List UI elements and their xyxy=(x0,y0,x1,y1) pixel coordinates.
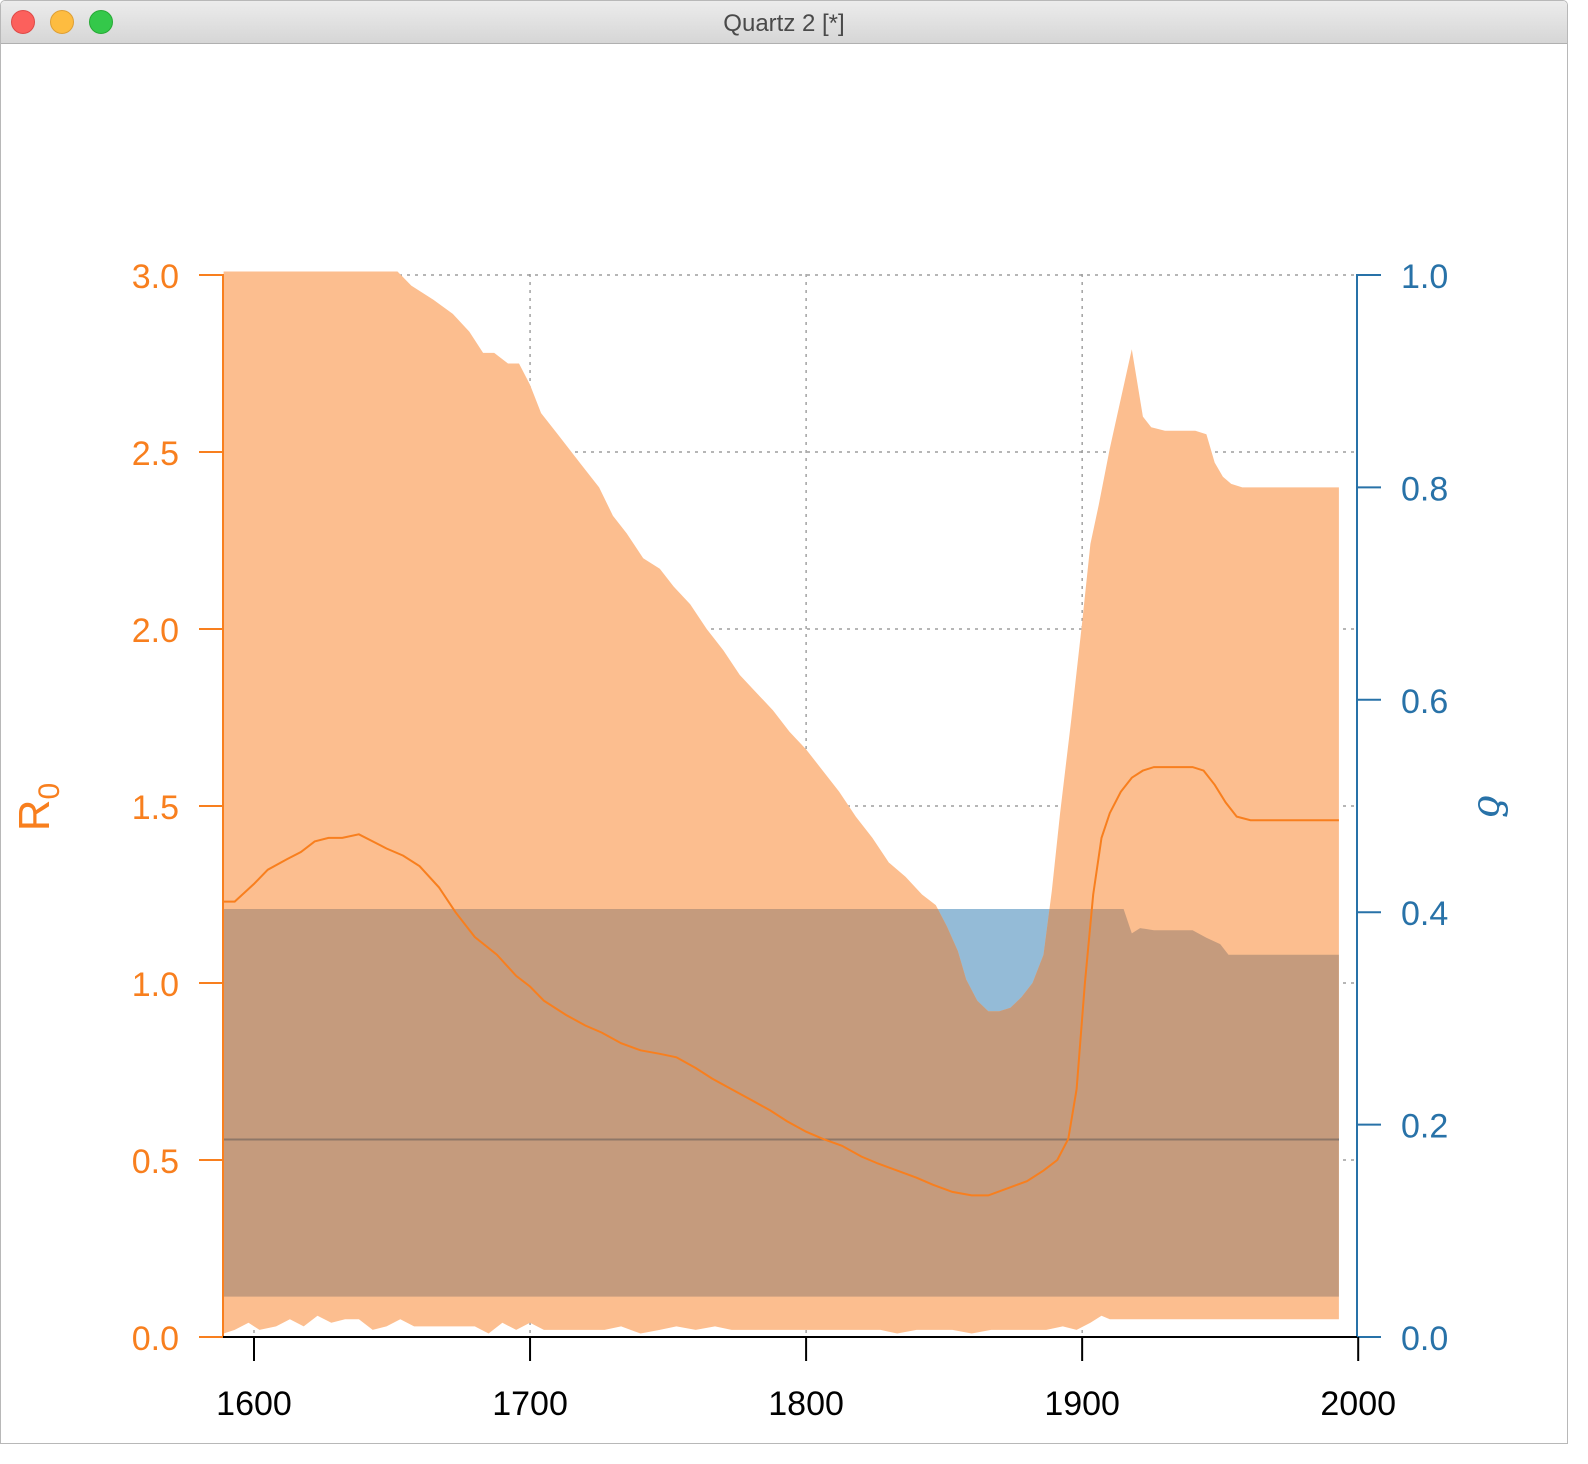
y2-tick-label: 1.0 xyxy=(1401,258,1448,296)
x-tick-label: 1800 xyxy=(768,1385,844,1423)
r0-line xyxy=(223,766,1339,1197)
confidence-bands xyxy=(223,271,1339,1334)
close-window-button[interactable] xyxy=(11,10,35,34)
y-tick-label: 2.5 xyxy=(132,435,179,473)
y-tick-label: 0.5 xyxy=(132,1143,179,1181)
y2-tick-label: 0.2 xyxy=(1401,1108,1448,1146)
x-tick-label: 2000 xyxy=(1320,1385,1396,1423)
series-lines xyxy=(223,766,1339,1197)
minimize-window-button[interactable] xyxy=(50,10,74,34)
y2-tick-label: 0.8 xyxy=(1401,470,1448,508)
band-overlap xyxy=(223,909,1339,1297)
y-tick-label: 3.0 xyxy=(132,258,179,296)
y2-tick-label: 0.6 xyxy=(1401,683,1448,721)
plot-canvas: 0.0 0.5 1.0 1.5 2.0 2.5 3.0 0.0 0.2 0.4 0.6 0.8 1.0 1… xyxy=(10,258,1514,1423)
quartz-window: Quartz 2 [*] 0.0 0.5 1.0 1.5 2.0 2.5 3.0 0.0 0.2… xyxy=(0,0,1568,1444)
window-title: Quartz 2 [*] xyxy=(723,10,845,37)
title-bar: Quartz 2 [*] xyxy=(1,1,1567,44)
y-tick-label: 1.5 xyxy=(132,789,179,827)
y-axis-label-subscript: 0 xyxy=(33,783,66,800)
y-axis-label-main: R xyxy=(10,799,59,831)
zoom-window-button[interactable] xyxy=(89,10,113,34)
y2-axis-label: δ xyxy=(1470,796,1514,819)
y-tick-label: 1.0 xyxy=(132,966,179,1004)
y-tick-label: 0.0 xyxy=(132,1320,179,1358)
y2-tick-label: 0.0 xyxy=(1401,1320,1448,1358)
y-axis-label: R0 xyxy=(10,783,66,831)
x-tick-label: 1600 xyxy=(216,1385,292,1423)
x-tick-label: 1700 xyxy=(492,1385,568,1423)
y-tick-label: 2.0 xyxy=(132,612,179,650)
x-tick-label: 1900 xyxy=(1044,1385,1120,1423)
y2-tick-label: 0.4 xyxy=(1401,895,1448,933)
axes: 0.0 0.5 1.0 1.5 2.0 2.5 3.0 0.0 0.2 0.4 0.6 0.8 1.0 1… xyxy=(132,258,1449,1423)
